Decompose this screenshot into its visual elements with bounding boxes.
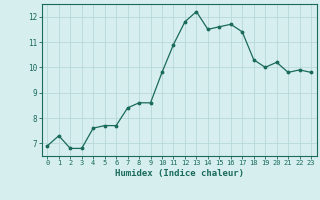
X-axis label: Humidex (Indice chaleur): Humidex (Indice chaleur)	[115, 169, 244, 178]
